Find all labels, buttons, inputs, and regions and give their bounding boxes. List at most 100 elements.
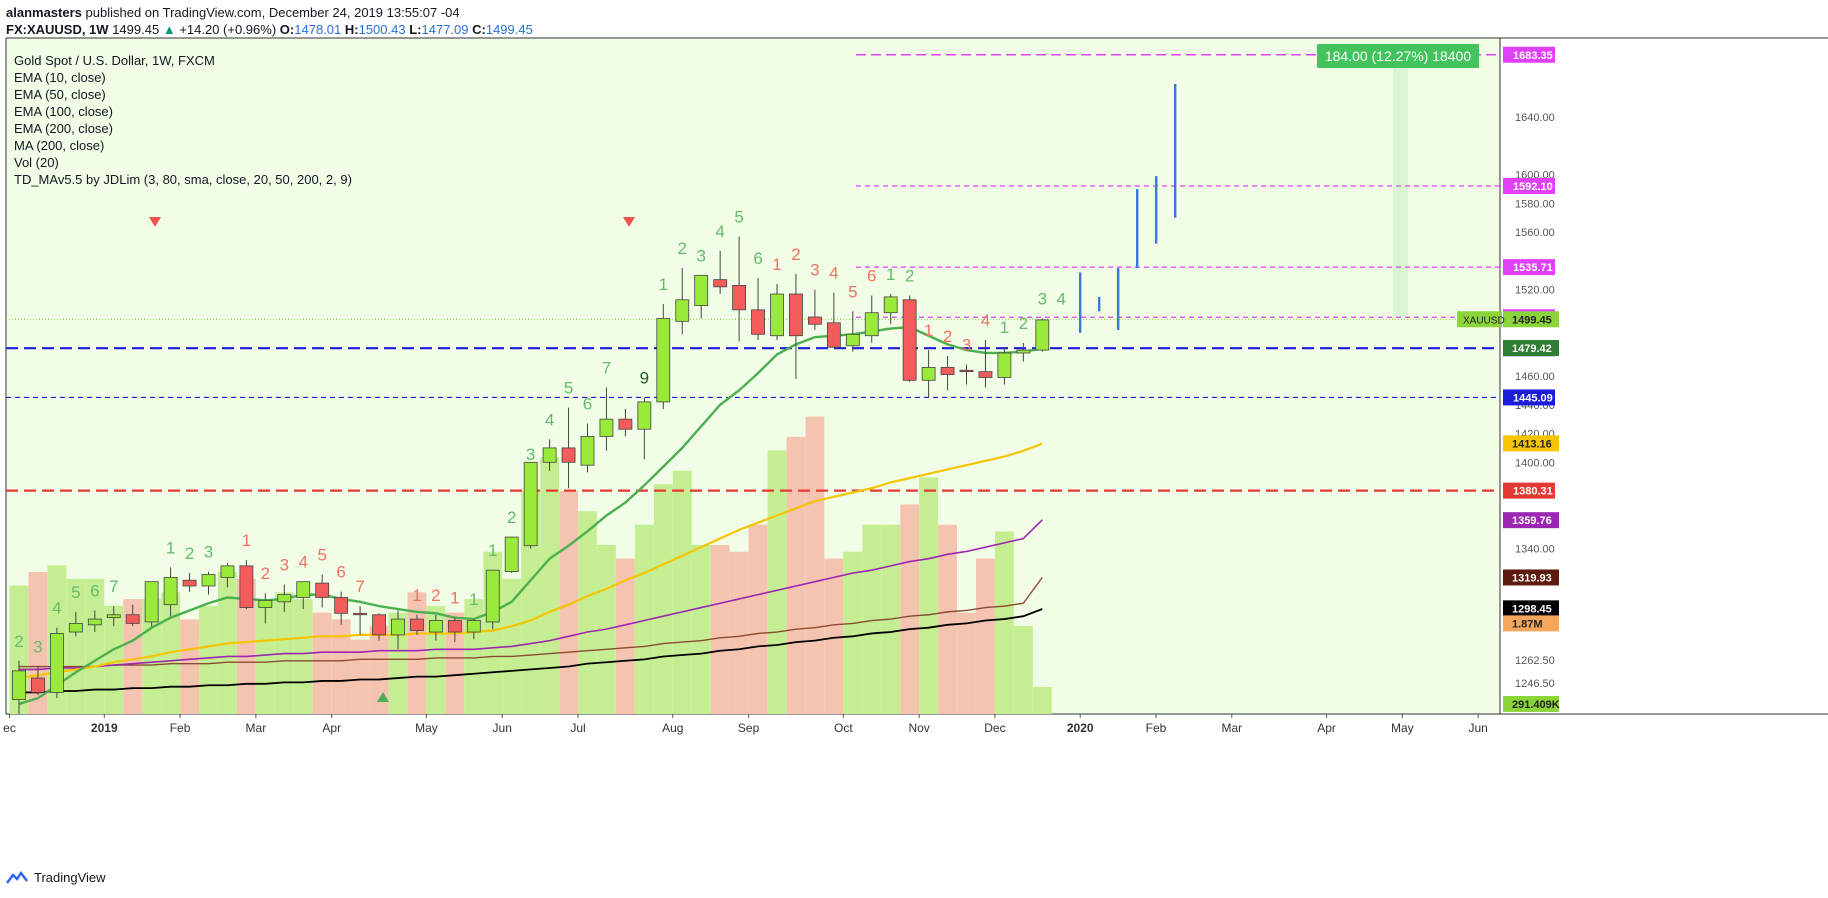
author-name[interactable]: alanmasters <box>6 5 82 20</box>
close-value: 1499.45 <box>485 22 533 37</box>
candle-body <box>637 401 652 430</box>
price-label-box <box>1503 600 1559 617</box>
candle-body <box>106 614 121 619</box>
legend-ema200[interactable]: EMA (200, close) <box>14 121 113 136</box>
td-count-label: 2 <box>507 508 516 527</box>
time-tick-label: Sep <box>738 721 760 735</box>
indicator-legend: Gold Spot / U.S. Dollar, 1W, FXCM EMA (1… <box>14 52 352 188</box>
candle-body <box>959 369 974 373</box>
volume-bar <box>653 484 673 714</box>
legend-td[interactable]: TD_MAv5.5 by JDLim (3, 80, sma, close, 2… <box>14 172 352 187</box>
candle-body <box>144 581 159 623</box>
volume-bar <box>123 599 143 714</box>
td-count-label: 5 <box>317 545 326 564</box>
td-count-label: 1 <box>659 275 668 294</box>
td-count-label: 3 <box>696 246 705 265</box>
td-count-label: 5 <box>734 207 743 226</box>
legend-title[interactable]: Gold Spot / U.S. Dollar, 1W, FXCM <box>14 53 215 68</box>
td-count-label: 6 <box>753 249 762 268</box>
td-count-label: 4 <box>545 410 554 429</box>
price-label-text: 1413.16 <box>1512 438 1552 450</box>
price-label-box <box>1503 259 1555 276</box>
volume-bar <box>824 558 844 714</box>
candle-body <box>599 418 614 437</box>
price-tick-label: 1560.00 <box>1515 227 1555 239</box>
volume-bar <box>995 531 1014 714</box>
candle-body <box>68 622 83 633</box>
time-tick-label: Nov <box>908 721 929 735</box>
candle-body <box>561 447 576 463</box>
legend-ema100[interactable]: EMA (100, close) <box>14 104 113 119</box>
volume-bar <box>350 639 370 714</box>
volume-bar <box>976 558 995 714</box>
volume-bar <box>729 551 749 714</box>
legend-vol[interactable]: Vol (20) <box>14 155 59 170</box>
time-tick-label: May <box>1391 721 1414 735</box>
candle-body <box>656 318 671 403</box>
candle-body <box>315 582 330 598</box>
legend-ma200[interactable]: MA (200, close) <box>14 138 105 153</box>
candle-body <box>808 316 822 325</box>
candle-body <box>372 614 386 636</box>
candle-body <box>12 670 26 701</box>
td-count-label: 1 <box>412 586 421 605</box>
buy-marker-icon <box>377 692 389 702</box>
last-price: 1499.45 <box>112 22 160 37</box>
volume-bar <box>312 612 332 714</box>
volume-bar <box>255 599 275 714</box>
volume-bar <box>1032 686 1052 714</box>
candle-body <box>789 293 803 337</box>
price-tick-label: 1262.50 <box>1515 655 1555 667</box>
td-count-label: 4 <box>715 222 724 241</box>
candle-body <box>125 614 140 624</box>
candle-body <box>713 279 728 288</box>
volume-bar <box>957 612 976 714</box>
legend-ema50[interactable]: EMA (50, close) <box>14 87 106 102</box>
candle-body <box>845 333 860 347</box>
price-change: +14.20 (+0.96%) <box>179 22 277 37</box>
legend-ema10[interactable]: EMA (10, close) <box>14 70 106 85</box>
price-label-box <box>1503 46 1555 63</box>
td-count-label: 2 <box>678 239 687 258</box>
time-tick-label: Apr <box>322 721 341 735</box>
volume-bar <box>710 545 730 714</box>
measure-callout-text: 184.00 (12.27%) 18400 <box>1325 48 1472 64</box>
high-label: H: <box>344 22 359 37</box>
brand-name[interactable]: TradingView <box>34 870 106 885</box>
td-count-label: 4 <box>981 311 990 330</box>
candle-body <box>978 371 993 378</box>
volume-bar <box>369 626 389 714</box>
price-tick-label: 1580.00 <box>1515 198 1555 210</box>
sell-marker-icon <box>149 217 161 227</box>
candle-series <box>12 236 1050 714</box>
candle-body <box>523 461 538 547</box>
candle-body <box>770 293 784 337</box>
price-tick-label: 1460.00 <box>1515 371 1555 383</box>
publish-info: published on TradingView.com, December 2… <box>85 5 460 20</box>
td-count-label: 3 <box>1038 289 1047 308</box>
candle-body <box>353 612 368 616</box>
candle-body <box>201 574 216 587</box>
candle-body <box>864 312 879 337</box>
candle-body <box>675 299 690 322</box>
price-label-text: 1683.35 <box>1513 50 1553 62</box>
volume-bar <box>862 524 882 714</box>
volume-bar <box>938 524 957 714</box>
td-count-label: 3 <box>810 261 819 280</box>
price-label-box <box>1503 615 1559 632</box>
time-tick-label: Dec <box>984 721 1005 735</box>
td-count-label: 4 <box>299 553 308 572</box>
price-label-text: 1592.10 <box>1513 181 1553 193</box>
price-tick-label: 1246.50 <box>1515 678 1555 690</box>
candle-body <box>580 436 595 466</box>
up-arrow-icon: ▲ <box>162 22 176 37</box>
low-label: L: <box>409 22 422 37</box>
candle-body <box>182 579 197 587</box>
price-label-text: 1499.45 <box>1512 314 1552 326</box>
time-tick-label: Jul <box>570 721 585 735</box>
ma200-line <box>19 608 1043 694</box>
volume-bar <box>180 619 199 714</box>
candle-body <box>883 296 898 314</box>
